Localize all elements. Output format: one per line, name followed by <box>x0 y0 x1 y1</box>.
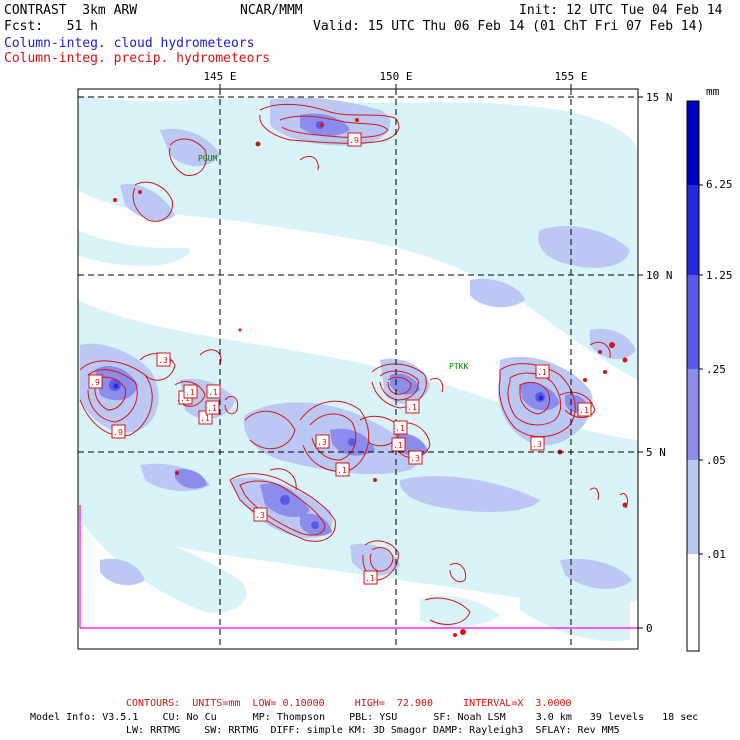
contour-label: .9 <box>349 136 359 145</box>
contour-label-box <box>408 450 423 465</box>
contour-label-box <box>535 364 550 379</box>
contour-label: .1 <box>207 404 217 413</box>
contour-label-box <box>111 424 126 439</box>
contour-label: .3 <box>158 356 168 365</box>
lon-label-155: 155 E <box>554 70 587 83</box>
contours-info: CONTOURS: UNITS=mm LOW= 0.10000 HIGH= 72… <box>126 698 572 709</box>
contour-label-box <box>156 352 171 367</box>
contour-label-box <box>253 507 268 522</box>
contour-label: .3 <box>255 511 265 520</box>
model-info: Model Info: V3.5.1 CU: No Cu MP: Thompso… <box>30 712 699 723</box>
plot-frame <box>77 88 639 650</box>
contour-label-box <box>363 570 378 585</box>
contour-label-box <box>577 402 592 417</box>
contour-label: .1 <box>407 403 417 412</box>
contour-label: .1 <box>395 424 405 433</box>
legend-colorbar <box>686 100 703 652</box>
model-title: CONTRAST 3km ARW <box>4 3 138 18</box>
contour-label-box <box>393 420 408 435</box>
contour-label: .3 <box>317 438 327 447</box>
contour-label: .1 <box>537 368 547 377</box>
contour-label-box <box>347 132 362 147</box>
contour-label-box <box>315 434 330 449</box>
precip-contours <box>79 103 628 625</box>
lat-label-10: 10 N <box>646 269 673 282</box>
legend-level-1-25: 1.25 <box>706 269 733 282</box>
contour-label-box <box>335 462 350 477</box>
shaded-field <box>78 89 638 649</box>
contour-label: .9 <box>90 378 100 387</box>
contour-label: .1 <box>185 388 195 397</box>
lat-label-0: 0 <box>646 622 653 635</box>
station-pgum: PGUM <box>198 154 217 163</box>
forecast-hour: Fcst: 51 h <box>4 19 98 34</box>
domain-boundary <box>79 505 638 629</box>
legend-units: mm <box>706 85 720 98</box>
contour-label-box <box>391 437 406 452</box>
lon-label-145: 145 E <box>203 70 236 83</box>
legend-level-01: .01 <box>706 548 726 561</box>
contour-label: .3 <box>532 440 542 449</box>
contour-label: .1 <box>365 574 375 583</box>
contour-label: .1 <box>200 414 210 423</box>
field-cloud-label: Column-integ. cloud hydrometeors <box>4 36 255 51</box>
center-label: NCAR/MMM <box>240 3 303 18</box>
contour-label-box <box>530 436 545 451</box>
contour-label: .3 <box>410 454 420 463</box>
contour-label-box <box>88 374 103 389</box>
model-info-physics: LW: RRTMG SW: RRTMG DIFF: simple KM: 3D … <box>126 725 620 736</box>
field-precip-label: Column-integ. precip. hydrometeors <box>4 51 271 66</box>
contour-label-box <box>183 384 198 399</box>
contour-label: .9 <box>113 428 123 437</box>
legend-level-05: .05 <box>706 454 726 467</box>
contour-label: .1 <box>208 388 218 397</box>
lat-lon-grid <box>78 89 638 649</box>
lon-label-150: 150 E <box>379 70 412 83</box>
contour-label-box <box>205 400 220 415</box>
lat-label-5: 5 N <box>646 446 666 459</box>
contour-label: .1 <box>579 406 589 415</box>
init-time: Init: 12 UTC Tue 04 Feb 14 <box>519 3 723 18</box>
legend-level-6-25: 6.25 <box>706 178 733 191</box>
legend-level-25: .25 <box>706 363 726 376</box>
contour-label: .1 <box>337 466 347 475</box>
contour-label: .1 <box>393 441 403 450</box>
contour-label-box <box>206 384 221 399</box>
lat-label-15: 15 N <box>646 91 673 104</box>
valid-time: Valid: 15 UTC Thu 06 Feb 14 (01 ChT Fri … <box>313 19 705 34</box>
station-ptkk: PTKK <box>449 362 468 371</box>
contour-label-box <box>405 399 420 414</box>
